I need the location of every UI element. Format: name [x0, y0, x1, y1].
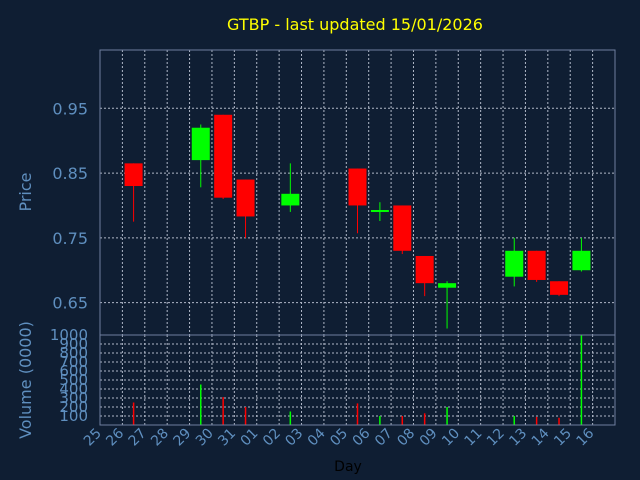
candle-body: [236, 179, 255, 217]
volume-bar: [379, 416, 381, 425]
x-tick-label: 05: [327, 426, 351, 450]
x-tick-label: 14: [529, 425, 553, 449]
volume-bar: [289, 411, 292, 425]
x-tick-label: 08: [394, 426, 418, 450]
candle: [438, 281, 457, 329]
candle: [191, 124, 210, 188]
x-tick-label: 09: [417, 426, 441, 450]
candle: [281, 163, 300, 212]
price-y-ticks: 0.95 0.85 0.75 0.65: [52, 99, 88, 312]
candle-body: [124, 163, 143, 187]
candle: [214, 114, 233, 199]
volume-bar: [132, 402, 135, 425]
volume-bar: [580, 335, 583, 425]
candle-body: [348, 168, 367, 206]
x-tick-label: 26: [103, 425, 127, 449]
candle-body: [214, 114, 233, 198]
candle: [505, 237, 524, 287]
candle-body: [527, 250, 546, 280]
x-tick-label: 10: [439, 426, 463, 450]
x-tick-label: 16: [574, 425, 598, 449]
volume-y-tick-label: 100: [59, 407, 88, 425]
volume-bar: [356, 403, 359, 425]
candle: [370, 202, 389, 221]
candle: [348, 168, 367, 234]
volume-bar: [513, 416, 515, 425]
volume-y-tick-label: 1000: [50, 326, 88, 344]
volume-y-tick-label: 200: [59, 398, 88, 416]
x-tick-label: 04: [305, 425, 329, 449]
volume-bar: [423, 413, 426, 425]
volume-bar: [200, 384, 202, 425]
candle: [527, 250, 546, 282]
candle: [124, 163, 143, 222]
x-tick-label: 28: [148, 426, 172, 450]
volume-grid: [100, 334, 615, 425]
x-tick-label: 06: [350, 425, 374, 449]
x-tick-label: 30: [193, 426, 217, 450]
candle-body: [281, 193, 300, 206]
volume-y-tick-label: 300: [59, 389, 88, 407]
candle: [550, 281, 569, 297]
volume-plot-frame: [99, 334, 616, 426]
x-ticks: 2526272829303101020304050607080910111213…: [81, 425, 598, 449]
x-tick-label: 31: [215, 426, 239, 450]
volume-bar: [446, 407, 448, 425]
candle-body: [505, 250, 524, 277]
x-tick-label: 29: [170, 426, 194, 450]
price-y-tick-label: 0.75: [52, 229, 88, 248]
candle-body: [438, 283, 457, 288]
volume-y-tick-label: 700: [59, 353, 88, 371]
candle-body: [370, 209, 389, 212]
candle-body: [415, 255, 434, 284]
x-tick-label: 02: [260, 426, 284, 450]
chart-title: GTBP - last updated 15/01/2026: [227, 15, 483, 34]
volume-bar: [222, 397, 224, 425]
volume-bar: [401, 416, 404, 425]
x-tick-label: 07: [372, 426, 396, 450]
volume-bar: [558, 417, 560, 425]
candle: [236, 179, 255, 238]
volume-axis-label: Volume (0000): [16, 321, 35, 439]
price-y-tick-label: 0.65: [52, 294, 88, 313]
x-tick-label: 12: [484, 426, 508, 450]
candle: [393, 205, 412, 255]
x-tick-label: 13: [506, 426, 530, 450]
volume-bars: [132, 335, 583, 425]
volume-bar: [535, 416, 538, 425]
volume-bar: [244, 407, 247, 425]
x-tick-label: 15: [551, 426, 575, 450]
x-tick-label: 03: [282, 426, 306, 450]
candle: [415, 255, 434, 297]
price-candles: [124, 114, 591, 329]
volume-y-tick-label: 900: [59, 335, 88, 353]
volume-y-tick-label: 500: [59, 371, 88, 389]
x-tick-label: 01: [238, 426, 262, 450]
x-tick-label: 27: [126, 426, 150, 450]
candle-body: [191, 127, 210, 161]
volume-y-tick-label: 800: [59, 344, 88, 362]
x-axis-label: Day: [334, 459, 362, 475]
x-tick-label: 11: [462, 426, 486, 450]
candle-body: [393, 205, 412, 251]
price-y-tick-label: 0.85: [52, 164, 88, 183]
volume-y-tick-label: 600: [59, 362, 88, 380]
x-tick-label: 25: [81, 426, 105, 450]
price-grid: [100, 50, 615, 335]
volume-y-tick-label: 400: [59, 380, 88, 398]
candle-body: [572, 250, 591, 271]
candle: [572, 237, 591, 272]
price-y-tick-label: 0.95: [52, 99, 88, 118]
candle-body: [550, 281, 569, 295]
price-axis-label: Price: [16, 172, 35, 211]
